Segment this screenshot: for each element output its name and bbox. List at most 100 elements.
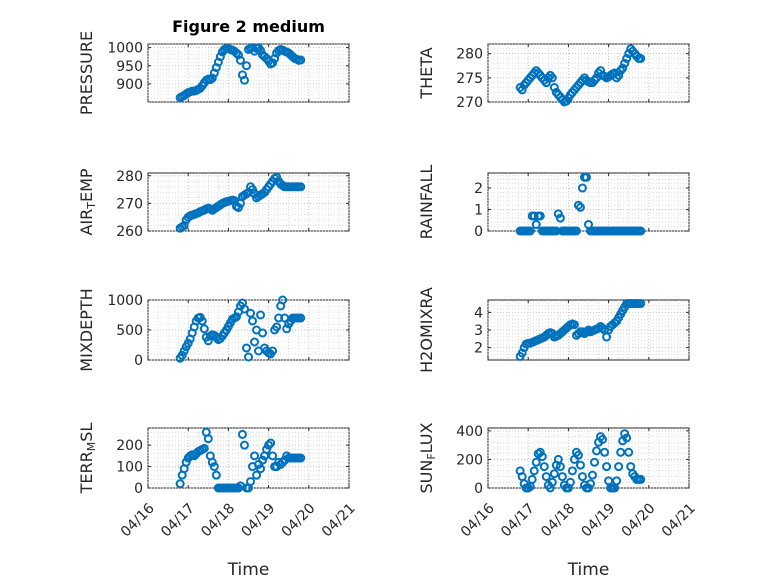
data-point <box>525 226 535 236</box>
data-point <box>203 336 213 346</box>
data-point <box>241 61 251 71</box>
data-point <box>268 451 278 461</box>
data-series <box>175 43 306 103</box>
y-tick-label: 2 <box>474 341 483 357</box>
data-point <box>248 316 258 326</box>
data-point <box>262 444 272 454</box>
data-series <box>515 172 646 236</box>
y-axis-label: AIRTEMP <box>77 168 98 235</box>
data-point <box>296 313 306 323</box>
y-tick-label: 0 <box>474 224 483 240</box>
data-point <box>278 457 288 467</box>
data-point <box>600 447 610 457</box>
data-point <box>258 328 268 338</box>
data-point <box>569 320 579 330</box>
x-axis-label: Time <box>567 560 610 580</box>
data-point <box>573 450 583 460</box>
data-point <box>624 447 634 457</box>
data-point <box>620 58 630 68</box>
data-point <box>246 308 256 318</box>
y-tick-label: 270 <box>116 196 143 212</box>
data-point <box>577 183 587 193</box>
grid-lines <box>487 43 690 103</box>
data-point <box>539 462 549 472</box>
data-point <box>575 202 585 212</box>
grid-lines <box>147 299 350 361</box>
data-point <box>616 447 626 457</box>
data-point <box>555 462 565 472</box>
data-point <box>199 324 209 334</box>
y-tick-label: 3 <box>474 323 483 339</box>
data-point <box>575 460 585 470</box>
data-point <box>531 457 541 467</box>
data-point <box>573 200 583 210</box>
y-tick-label: 500 <box>116 323 143 339</box>
y-tick-label: 260 <box>116 224 143 240</box>
subplot-rainfall: 0 1 2 RAINFALL <box>417 165 690 240</box>
data-point <box>557 472 567 482</box>
data-point <box>586 479 596 489</box>
data-point <box>296 453 306 463</box>
data-point <box>618 63 628 73</box>
data-point <box>596 66 606 76</box>
data-point <box>547 73 557 83</box>
data-point <box>612 476 622 486</box>
data-point <box>203 434 213 444</box>
data-series <box>515 44 646 107</box>
y-tick-label: 0 <box>134 481 143 497</box>
data-point <box>252 470 262 480</box>
data-point <box>620 429 630 439</box>
data-series <box>515 299 646 361</box>
data-series <box>175 172 306 233</box>
data-point <box>258 455 268 465</box>
y-tick-label: 0 <box>134 353 143 369</box>
data-point <box>296 182 306 192</box>
data-point <box>296 55 306 65</box>
axes-box <box>147 172 350 232</box>
data-point <box>636 299 646 309</box>
data-point <box>527 474 537 484</box>
data-point <box>256 464 266 474</box>
data-point <box>235 55 245 65</box>
x-axis-label: Time <box>227 560 270 580</box>
subplot-h2omixra: 2 3 4 H2OMIXRA <box>417 287 690 373</box>
data-point <box>622 433 632 443</box>
data-point <box>590 457 600 467</box>
data-point <box>239 75 249 85</box>
data-point <box>207 73 217 83</box>
data-point <box>233 483 243 493</box>
data-point <box>614 70 624 80</box>
y-tick-label: 950 <box>116 59 143 75</box>
data-point <box>237 429 247 439</box>
subplot-air_temp: 260 270 280 AIRTEMP <box>77 168 350 240</box>
y-tick-label: 270 <box>456 95 483 111</box>
y-tick-label: 280 <box>116 169 143 185</box>
data-point <box>541 78 551 88</box>
data-point <box>565 477 575 487</box>
y-axis-label: TERRMSL <box>77 423 98 495</box>
data-point <box>231 48 241 58</box>
y-tick-label: 280 <box>456 47 483 63</box>
y-tick-label: 4 <box>474 305 483 321</box>
data-point <box>549 83 559 92</box>
data-point <box>211 470 221 480</box>
data-point <box>250 451 260 461</box>
data-point <box>272 322 282 332</box>
data-point <box>553 209 563 219</box>
data-point <box>567 466 577 476</box>
data-point <box>231 312 241 322</box>
data-point <box>264 440 274 450</box>
data-point <box>199 443 209 453</box>
data-point <box>239 440 249 450</box>
data-point <box>529 466 539 476</box>
data-point <box>577 472 587 482</box>
y-tick-label: 900 <box>116 77 143 93</box>
data-point <box>239 304 249 314</box>
y-axis-label: RAINFALL <box>417 165 436 240</box>
y-axis-label: MIXDEPTH <box>77 288 96 371</box>
data-point <box>282 324 292 334</box>
data-point <box>256 310 266 320</box>
y-tick-label: 200 <box>116 438 143 454</box>
data-point <box>256 46 266 56</box>
